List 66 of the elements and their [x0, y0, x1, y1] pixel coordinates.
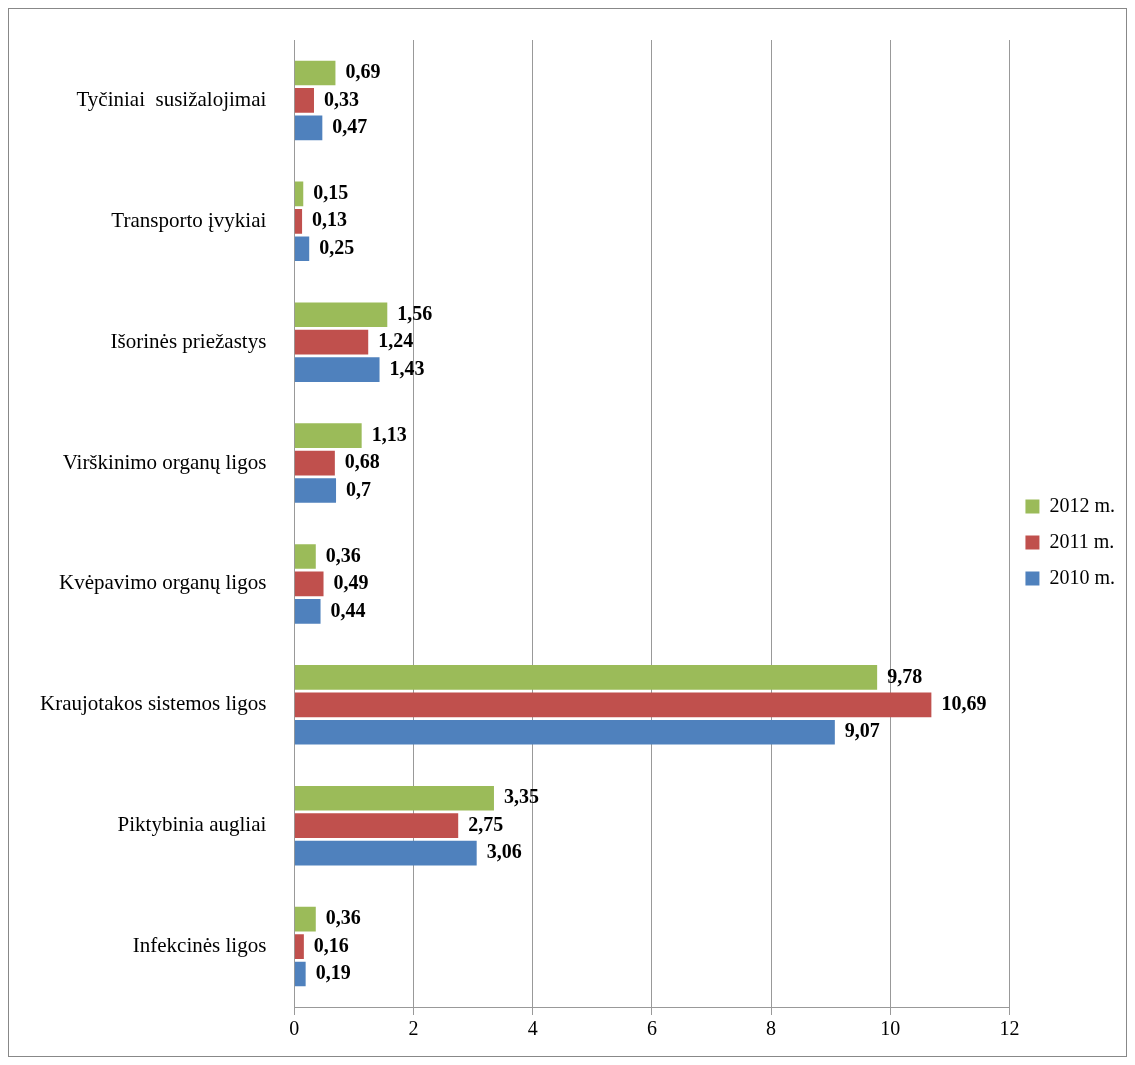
x-tick-label: 4: [527, 1017, 538, 1040]
y-tick-label: Kraujotakos sistemos ligos: [40, 691, 267, 716]
bar: [294, 571, 324, 597]
bar: [294, 60, 336, 86]
legend-label: 2011 m.: [1049, 529, 1115, 552]
data-label: 0,36: [325, 543, 361, 566]
data-label: 1,56: [397, 301, 433, 324]
y-tick-label: Piktybinia augliai: [117, 812, 267, 837]
x-tick-label: 2: [408, 1017, 419, 1040]
y-tick-label: Kvėpavimo organų ligos: [59, 570, 267, 595]
y-tick-label: Infekcinės ligos: [132, 933, 267, 958]
y-tick-label: Virškinimo organų ligos: [62, 449, 267, 474]
bar: [294, 665, 878, 690]
data-label: 0,33: [323, 87, 359, 110]
data-label: 0,49: [333, 571, 369, 594]
data-label: 0,16: [313, 933, 349, 956]
y-tick-label: Tyčiniai susižalojimai: [76, 86, 267, 111]
data-label: 1,43: [389, 356, 425, 379]
x-tick-label: 6: [646, 1017, 657, 1040]
data-label: 0,69: [345, 60, 381, 83]
bar: [294, 181, 304, 207]
bar: [294, 961, 306, 987]
data-label: 0,47: [332, 115, 368, 138]
legend-label: 2012 m.: [1049, 493, 1116, 516]
x-tick-label: 10: [880, 1017, 901, 1040]
bar: [294, 813, 459, 839]
bar: [294, 934, 304, 959]
bar: [294, 329, 369, 355]
x-tick-label: 8: [766, 1017, 777, 1040]
data-label: 9,07: [844, 719, 880, 742]
data-label: 2,75: [468, 812, 504, 835]
bar: [294, 236, 310, 262]
data-label: 0,25: [319, 235, 355, 258]
data-label: 1,24: [378, 329, 414, 352]
bar: [294, 115, 323, 141]
data-label: 0,44: [330, 598, 366, 621]
data-label: 10,69: [941, 691, 987, 714]
data-label: 0,36: [325, 906, 361, 929]
bar: [294, 719, 835, 745]
bar: [294, 88, 314, 113]
data-label: 0,19: [315, 961, 351, 984]
data-label: 0,13: [312, 208, 348, 231]
data-label: 3,35: [503, 785, 539, 808]
data-label: 1,13: [371, 422, 407, 445]
bar: [294, 544, 316, 569]
x-tick-label: 12: [999, 1017, 1020, 1040]
bar: [294, 208, 303, 234]
data-label: 9,78: [887, 664, 923, 687]
bar: [294, 840, 477, 866]
bar: [294, 450, 335, 476]
bar: [294, 357, 380, 382]
bar: [294, 478, 337, 503]
bar: [294, 785, 494, 811]
bar: [294, 302, 388, 328]
y-tick-label: Išorinės priežastys: [110, 328, 267, 353]
data-label: 0,7: [346, 477, 372, 500]
legend-label: 2010 m.: [1049, 565, 1116, 588]
bar: [294, 906, 316, 932]
bar: [294, 599, 321, 624]
data-label: 3,06: [486, 840, 522, 863]
data-label: 0,68: [344, 450, 380, 473]
y-tick-label: Transporto įvykiai: [111, 207, 267, 232]
bar: [294, 423, 362, 448]
x-tick-label: 0: [289, 1017, 300, 1040]
bar: [294, 692, 932, 718]
data-label: 0,15: [313, 181, 349, 204]
